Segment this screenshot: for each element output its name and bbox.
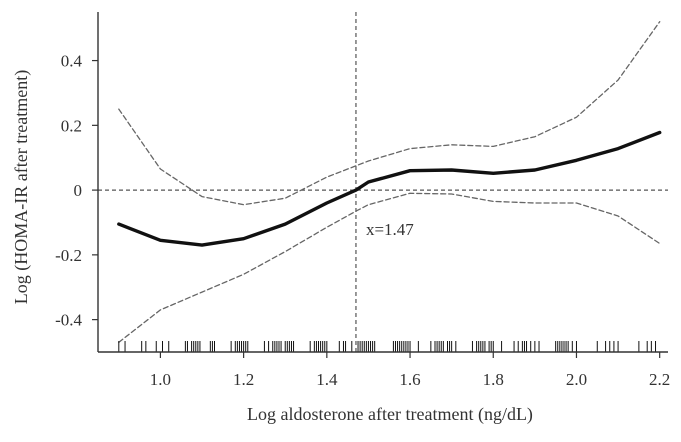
x-tick-label: 1.2 [233, 370, 254, 389]
series-upper-ci-line [118, 21, 661, 206]
rug-layer [118, 341, 657, 352]
y-axis-title: Log (HOMA-IR after treatment) [11, 70, 32, 304]
x-tick-label: 1.8 [483, 370, 504, 389]
y-tick-label: 0.4 [61, 52, 83, 71]
y-axis-ticks: 0.4 0.2 0 -0.2 -0.4 [55, 52, 98, 330]
x-tick-label: 1.6 [399, 370, 420, 389]
y-tick-label: 0.2 [61, 116, 82, 135]
x-axis-ticks: 1.0 1.2 1.4 1.6 1.8 2.0 2.2 [150, 352, 670, 389]
y-tick-label: 0 [74, 181, 83, 200]
x-tick-label: 1.0 [150, 370, 171, 389]
y-tick-label: -0.4 [55, 311, 82, 330]
x-tick-label: 2.0 [566, 370, 587, 389]
x-tick-label: 2.2 [649, 370, 670, 389]
plot-area: 0.4 0.2 0 -0.2 -0.4 1.0 1.2 1.4 1.6 1.8 2.0 2.2 x=… [55, 12, 670, 389]
y-tick-label: -0.2 [55, 246, 82, 265]
series-estimate-line [117, 130, 662, 247]
series-layer [117, 21, 662, 343]
series-lower-ci-line [118, 192, 661, 343]
threshold-annotation: x=1.47 [366, 220, 414, 239]
x-axis-title: Log aldosterone after treatment (ng/dL) [247, 404, 533, 425]
x-tick-label: 1.4 [316, 370, 338, 389]
